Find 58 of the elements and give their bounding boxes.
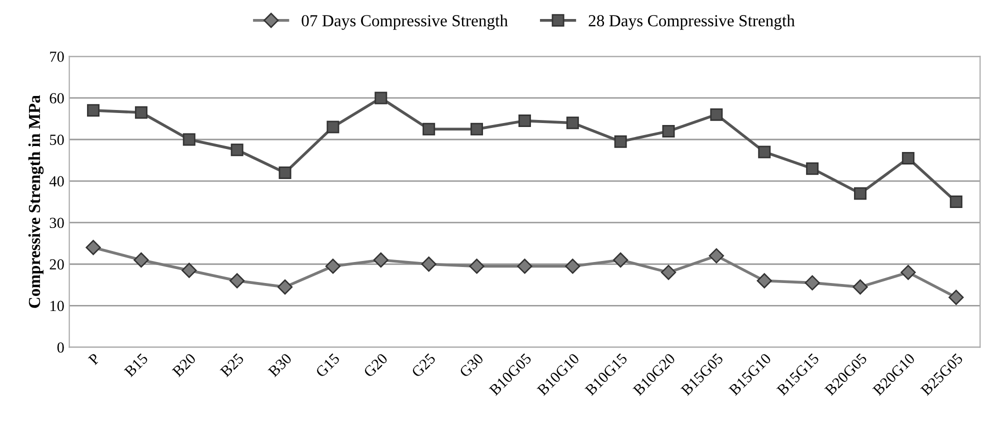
point: [565, 258, 580, 274]
point: [804, 275, 820, 290]
x-tick-label: P: [88, 352, 100, 366]
y-tick-label: 50: [50, 134, 64, 145]
point: [86, 240, 101, 256]
point: [566, 116, 579, 130]
point: [710, 108, 723, 121]
x-tick-label: B15: [124, 352, 148, 378]
y-tick-label: 40: [49, 176, 64, 186]
point: [278, 166, 292, 179]
point: [708, 248, 724, 264]
x-tick-label: G20: [363, 352, 388, 378]
point: [326, 120, 340, 134]
x-tick-label: G30: [458, 352, 484, 378]
point: [230, 273, 245, 288]
point: [277, 279, 293, 295]
y-tick-label: 0: [57, 342, 64, 353]
x-tick-label: G15: [315, 352, 340, 378]
point: [756, 273, 772, 288]
point: [854, 187, 867, 200]
legend-label: 07 Days Compressive Strength: [302, 14, 508, 30]
point: [614, 135, 627, 148]
point: [422, 122, 436, 136]
point: [852, 279, 868, 295]
x-tick-label: B25: [220, 352, 244, 378]
point: [469, 258, 484, 274]
y-axis-title: Compressive Strength in MPa: [28, 95, 44, 308]
point: [662, 124, 675, 138]
point: [421, 256, 436, 272]
point: [374, 92, 388, 104]
x-tick-label: B20: [172, 352, 196, 378]
x-tick-label: B30: [268, 352, 292, 378]
point: [182, 133, 196, 146]
point: [613, 252, 628, 268]
point: [950, 196, 962, 208]
legend-label: 28 Days Compressive Strength: [588, 14, 795, 30]
point: [660, 264, 676, 280]
point: [470, 122, 484, 136]
point: [518, 114, 531, 128]
y-tick-label: 70: [50, 52, 64, 62]
y-tick-label: 10: [50, 300, 64, 312]
point: [806, 162, 819, 175]
y-tick-label: 60: [50, 93, 64, 104]
y-tick-label: 20: [50, 259, 64, 270]
point: [325, 258, 341, 274]
point: [134, 106, 148, 119]
point: [948, 290, 964, 305]
point: [182, 262, 197, 278]
y-tick-label: 30: [50, 218, 64, 228]
point: [758, 146, 771, 158]
point: [900, 264, 916, 280]
point: [87, 104, 100, 117]
point: [230, 144, 244, 156]
point: [902, 152, 914, 164]
point: [517, 258, 532, 274]
x-tick-label: G25: [411, 352, 436, 378]
point: [134, 252, 149, 268]
point: [373, 252, 388, 268]
